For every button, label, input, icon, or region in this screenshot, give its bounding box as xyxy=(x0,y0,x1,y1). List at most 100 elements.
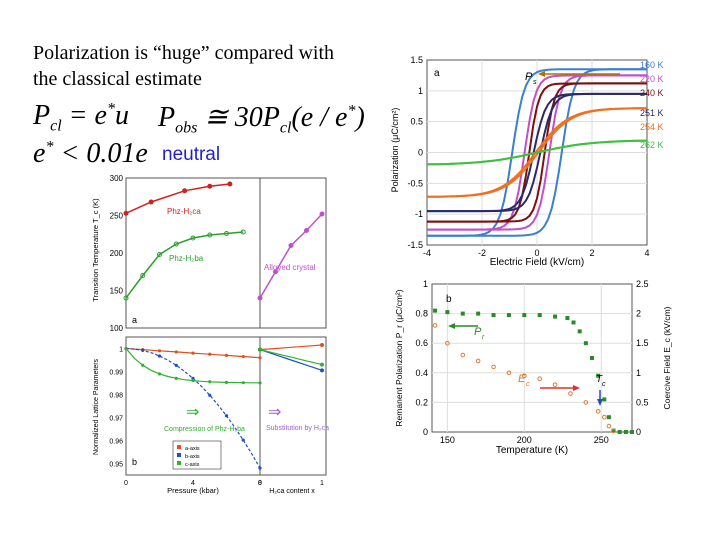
lp-point xyxy=(174,363,178,367)
lp-point xyxy=(208,393,212,397)
tt-line-1 xyxy=(125,231,244,299)
y-tick-label: 0.96 xyxy=(109,439,123,446)
y-right-tick-label: 1 xyxy=(636,368,641,378)
pr-point xyxy=(445,310,450,315)
pr-point xyxy=(623,430,628,434)
pressure-label: Pressure (kbar) xyxy=(167,486,219,495)
lp-point xyxy=(124,346,128,351)
ec-label-sub: c xyxy=(526,381,530,388)
lp-point xyxy=(258,347,262,352)
legend-entry: 254 K xyxy=(640,122,664,132)
y-tick-label: 300 xyxy=(110,174,124,183)
lp-point xyxy=(191,379,195,383)
hysteresis-line-down-2 xyxy=(427,82,647,223)
remanent-chart: 150 200 250 1 0.8 0.6 0.4 0.2 0 2.5 2 1.5 1 0.5 0 b Te… xyxy=(394,279,672,456)
pr-point xyxy=(565,316,570,321)
tt-point xyxy=(227,181,233,187)
ec-point xyxy=(432,323,438,328)
lp-sub-line-0 xyxy=(259,344,323,351)
lp-legend: a-axis b-axis c-axis xyxy=(172,440,222,470)
pr-point xyxy=(606,415,611,420)
hysteresis-legend: 160 K 220 K 240 K 251 K 254 K 262 K xyxy=(640,60,664,150)
y-tick-label: 0.95 xyxy=(109,462,123,469)
ec-point xyxy=(606,423,612,429)
tt-point xyxy=(123,295,129,301)
pr-point xyxy=(460,311,465,316)
pr-point xyxy=(553,314,558,319)
hysteresis-line-down-0 xyxy=(427,68,647,237)
lattice-chart: 10.990.980.970.960.950 4 80 1 ⇒ Compression… xyxy=(93,336,329,495)
lp-point xyxy=(157,372,162,376)
tt-point xyxy=(224,231,229,236)
x-tick-label: 150 xyxy=(440,435,455,445)
y-tick-label: 0.99 xyxy=(109,370,123,377)
y-axis-left-label: Remanent Polarization P_r (μC/cm²) xyxy=(394,289,404,426)
pr-point xyxy=(433,308,438,313)
ps-arrowhead xyxy=(538,71,545,77)
lp-point xyxy=(241,381,245,385)
legend-a-axis: a-axis xyxy=(185,446,200,452)
equation-pcl: Pcl = e*u xyxy=(33,100,129,135)
lp-point xyxy=(320,343,324,348)
lp-point xyxy=(141,363,145,367)
content-label: H₂ca content x xyxy=(269,488,315,495)
lp-point xyxy=(224,414,229,418)
y-tick-label: 0 xyxy=(418,148,423,158)
y-right-tick-label: 2 xyxy=(636,309,641,319)
ec-point xyxy=(460,352,466,358)
legend-entry: 240 K xyxy=(640,88,664,98)
remanent-points xyxy=(432,308,634,434)
tt-point xyxy=(273,269,278,275)
lp-point xyxy=(320,368,324,373)
plot-frame-lp xyxy=(125,336,327,476)
hysteresis-line-down-3 xyxy=(427,92,647,213)
tt-point xyxy=(190,235,196,241)
y-tick-label: -0.5 xyxy=(407,178,423,188)
x-tick-label: 200 xyxy=(517,435,532,445)
pr-point xyxy=(630,430,634,434)
x-tick-label: 0 xyxy=(124,480,128,487)
x-tick-label: 4 xyxy=(191,480,195,487)
y-tick-label: 0.97 xyxy=(109,416,123,423)
x-tick-label: 2 xyxy=(589,248,594,258)
pr-point xyxy=(590,356,594,360)
lp-point xyxy=(224,380,229,384)
tc-label-sub: c xyxy=(602,381,606,388)
ec-point xyxy=(506,370,512,376)
lp-curves xyxy=(124,343,324,470)
ec-point xyxy=(568,391,573,396)
tt-curves xyxy=(123,181,325,301)
equation-estar: e* < 0.01e xyxy=(33,138,148,169)
y-axis-label: Polarization (μC/cm²) xyxy=(390,108,400,193)
x-axis-label: Electric Field (kV/cm) xyxy=(490,257,584,268)
svg-text:⇒: ⇒ xyxy=(186,404,199,421)
legend-entry: 220 K xyxy=(640,74,664,84)
hysteresis-line-down-1 xyxy=(427,74,647,231)
pr-point xyxy=(602,397,607,402)
lp-point xyxy=(241,354,245,359)
lp-point xyxy=(174,376,178,380)
y-right-tick-label: 1.5 xyxy=(636,338,649,348)
ec-point xyxy=(475,358,481,364)
x-tick-label: -2 xyxy=(478,248,486,258)
ec-point xyxy=(602,414,607,420)
svg-text:⇒: ⇒ xyxy=(268,404,281,421)
legend-entry: 160 K xyxy=(640,60,664,70)
compression-text: Compression of Phz-H₂ba xyxy=(164,426,245,433)
lp-sub-line-2 xyxy=(259,349,323,366)
lp-point xyxy=(191,351,195,355)
x2-tick-label: 0 xyxy=(258,480,262,487)
substitution-text: Substitution by H₂ca xyxy=(266,425,329,432)
plot-frame-b xyxy=(431,283,633,433)
lp-point xyxy=(320,362,324,367)
x-tick-label: -4 xyxy=(423,248,431,258)
lp-ticks: 10.990.980.970.960.950 4 80 1 xyxy=(109,347,324,488)
panel-letter-b: b xyxy=(446,294,452,305)
pr-point xyxy=(491,313,496,318)
remanent-grid xyxy=(432,284,632,432)
hysteresis-ticks: -4 -2 0 2 4 1.5 1 0.5 0 -0.5 -1 -1.5 xyxy=(407,55,649,258)
tt-point xyxy=(304,228,309,233)
tt-point xyxy=(182,188,188,194)
neutral-label: neutral xyxy=(162,144,221,165)
y-tick-label: 200 xyxy=(110,249,124,258)
